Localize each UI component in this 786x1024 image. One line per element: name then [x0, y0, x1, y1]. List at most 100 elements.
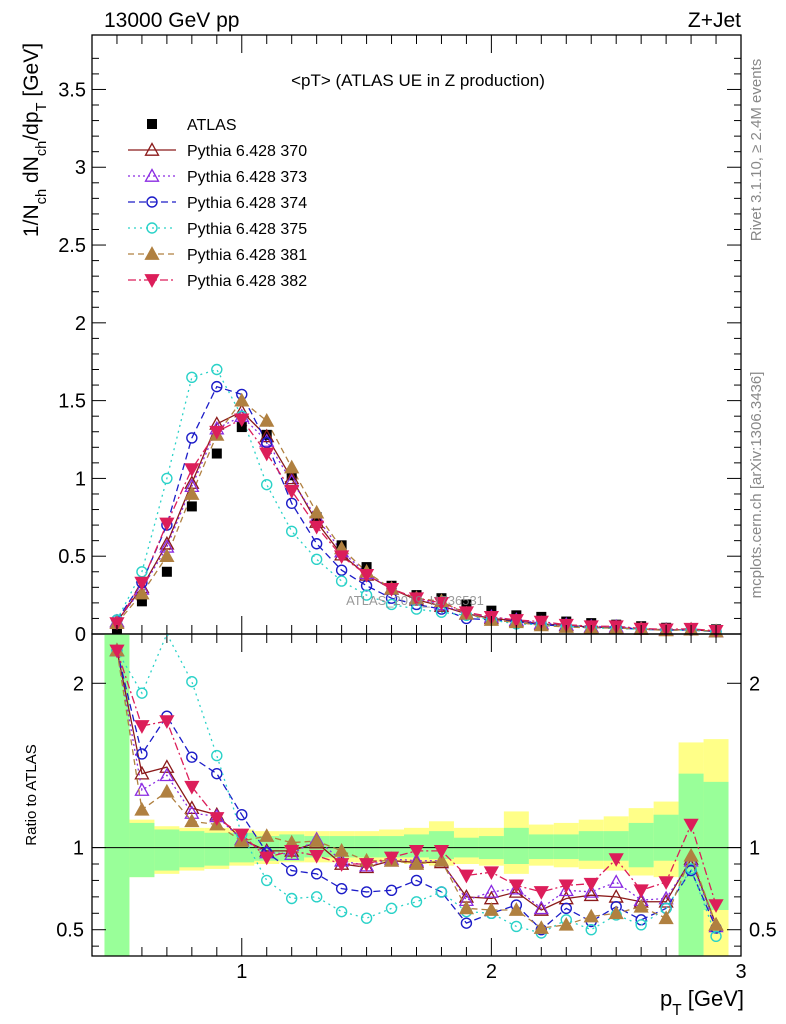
ratio-point-375 — [136, 687, 148, 699]
ratio-y-tick-label-right: 0.5 — [749, 920, 777, 942]
svg-text:pT [GeV]: pT [GeV] — [660, 986, 744, 1019]
legend-label-375: Pythia 6.428 375 — [187, 221, 307, 238]
ratio-point-382 — [608, 853, 624, 867]
data-point-382 — [259, 447, 275, 462]
data-point-382 — [408, 592, 425, 607]
ratio-point-374 — [211, 767, 223, 780]
ratio-point-381 — [483, 902, 499, 916]
ratio-point-370 — [583, 887, 599, 902]
ratio-point-382 — [458, 869, 475, 884]
ratio-point-382 — [708, 899, 724, 913]
data-point-374 — [335, 564, 348, 576]
ratio-point-382 — [658, 876, 674, 890]
data-point-ATLAS — [186, 501, 197, 512]
uncertainty-band-inner — [503, 827, 529, 864]
ratio-y-tick-label: 2 — [73, 673, 84, 695]
x-axis-title: pT [GeV] — [660, 986, 744, 1019]
ratio-point-382 — [483, 866, 499, 881]
ratio-point-373 — [583, 884, 599, 898]
ratio-point-375 — [435, 886, 448, 898]
x-tick-label: 2 — [486, 961, 497, 983]
ratio-point-381 — [334, 843, 350, 857]
uncertainty-band-inner — [354, 836, 380, 858]
ratio-point-374 — [310, 868, 323, 880]
ratio-line-375 — [116, 632, 717, 937]
ratio-point-381 — [583, 908, 599, 923]
ratio-point-374 — [410, 874, 423, 887]
uncertainty-band-inner — [628, 822, 654, 868]
data-point-375 — [310, 553, 323, 566]
data-point-382 — [309, 520, 325, 535]
ratio-point-381 — [508, 902, 524, 916]
ratio-point-375 — [510, 920, 523, 933]
ratio-point-381 — [134, 801, 150, 816]
legend-marker-ATLAS — [147, 119, 157, 129]
data-point-370 — [259, 428, 275, 443]
ratio-point-375 — [261, 874, 273, 887]
data-point-375 — [385, 598, 398, 611]
data-point-382 — [383, 583, 400, 597]
ratio-point-381 — [658, 910, 674, 925]
data-point-381 — [259, 413, 275, 427]
ratio-frame — [91, 633, 742, 957]
uncertainty-band-inner — [104, 634, 130, 956]
y-tick-label: 1.5 — [58, 391, 86, 413]
data-point-382 — [109, 617, 125, 631]
uncertainty-band-inner — [703, 781, 729, 910]
uncertainty-band-inner — [528, 834, 554, 860]
x-tick-label: 1 — [236, 961, 247, 983]
ratio-line-374 — [116, 650, 717, 931]
ratio-point-373 — [159, 767, 175, 782]
ratio-point-381 — [408, 856, 425, 870]
watermark: ATLAS_2019_I1736531 — [346, 593, 484, 608]
ratio-point-382 — [284, 845, 300, 859]
y-axis-title-main: 1/Nch dNch/dpT [GeV] — [20, 43, 50, 237]
ratio-point-381 — [533, 920, 549, 934]
data-point-382 — [533, 615, 549, 630]
ratio-point-373 — [508, 880, 524, 895]
legend-marker-370 — [144, 142, 160, 156]
data-point-374 — [186, 432, 198, 444]
ratio-point-374 — [385, 884, 398, 896]
y-tick-label: 3 — [75, 157, 86, 179]
ratio-point-375 — [335, 905, 348, 918]
ratio-point-370 — [159, 759, 175, 773]
data-point-381 — [184, 486, 200, 500]
ratio-point-373 — [483, 884, 499, 898]
ratio-point-373 — [533, 900, 549, 915]
uncertainty-band-inner — [129, 822, 155, 878]
legend-marker-382 — [144, 274, 160, 288]
ratio-point-375 — [585, 924, 597, 936]
data-point-382 — [184, 463, 200, 477]
uncertainty-band-inner — [553, 834, 579, 860]
ratio-plot-panel: 1 2 30.5 0.51 12 2 — [56, 632, 777, 983]
data-point-374 — [261, 436, 273, 449]
ratio-point-374 — [460, 917, 473, 929]
data-point-382 — [134, 576, 150, 591]
ratio-point-381 — [558, 916, 574, 931]
ratio-point-382 — [334, 858, 350, 872]
ratio-point-381 — [184, 813, 200, 828]
data-point-375 — [161, 472, 173, 485]
legend-marker-375 — [146, 222, 158, 234]
energy-label: 13000 GeV pp — [104, 9, 239, 32]
uncertainty-band-inner — [204, 832, 230, 866]
legend-label-ATLAS: ATLAS — [187, 117, 237, 134]
ratio-point-375 — [685, 863, 697, 875]
ratio-y-tick-label: 0.5 — [56, 920, 84, 942]
data-point-382 — [234, 413, 250, 428]
data-point-381 — [284, 459, 300, 474]
data-point-ATLAS — [136, 596, 147, 607]
ratio-point-370 — [508, 884, 524, 898]
uncertainty-band-inner — [179, 831, 205, 868]
data-point-375 — [285, 525, 298, 538]
ratio-point-373 — [284, 846, 300, 860]
ratio-point-382 — [433, 845, 450, 859]
ratio-point-375 — [410, 896, 423, 908]
ratio-point-381 — [458, 900, 475, 915]
y-tick-label: 0 — [75, 624, 86, 646]
data-point-382 — [433, 597, 450, 611]
ratio-point-382 — [583, 877, 599, 892]
data-point-374 — [310, 538, 323, 550]
